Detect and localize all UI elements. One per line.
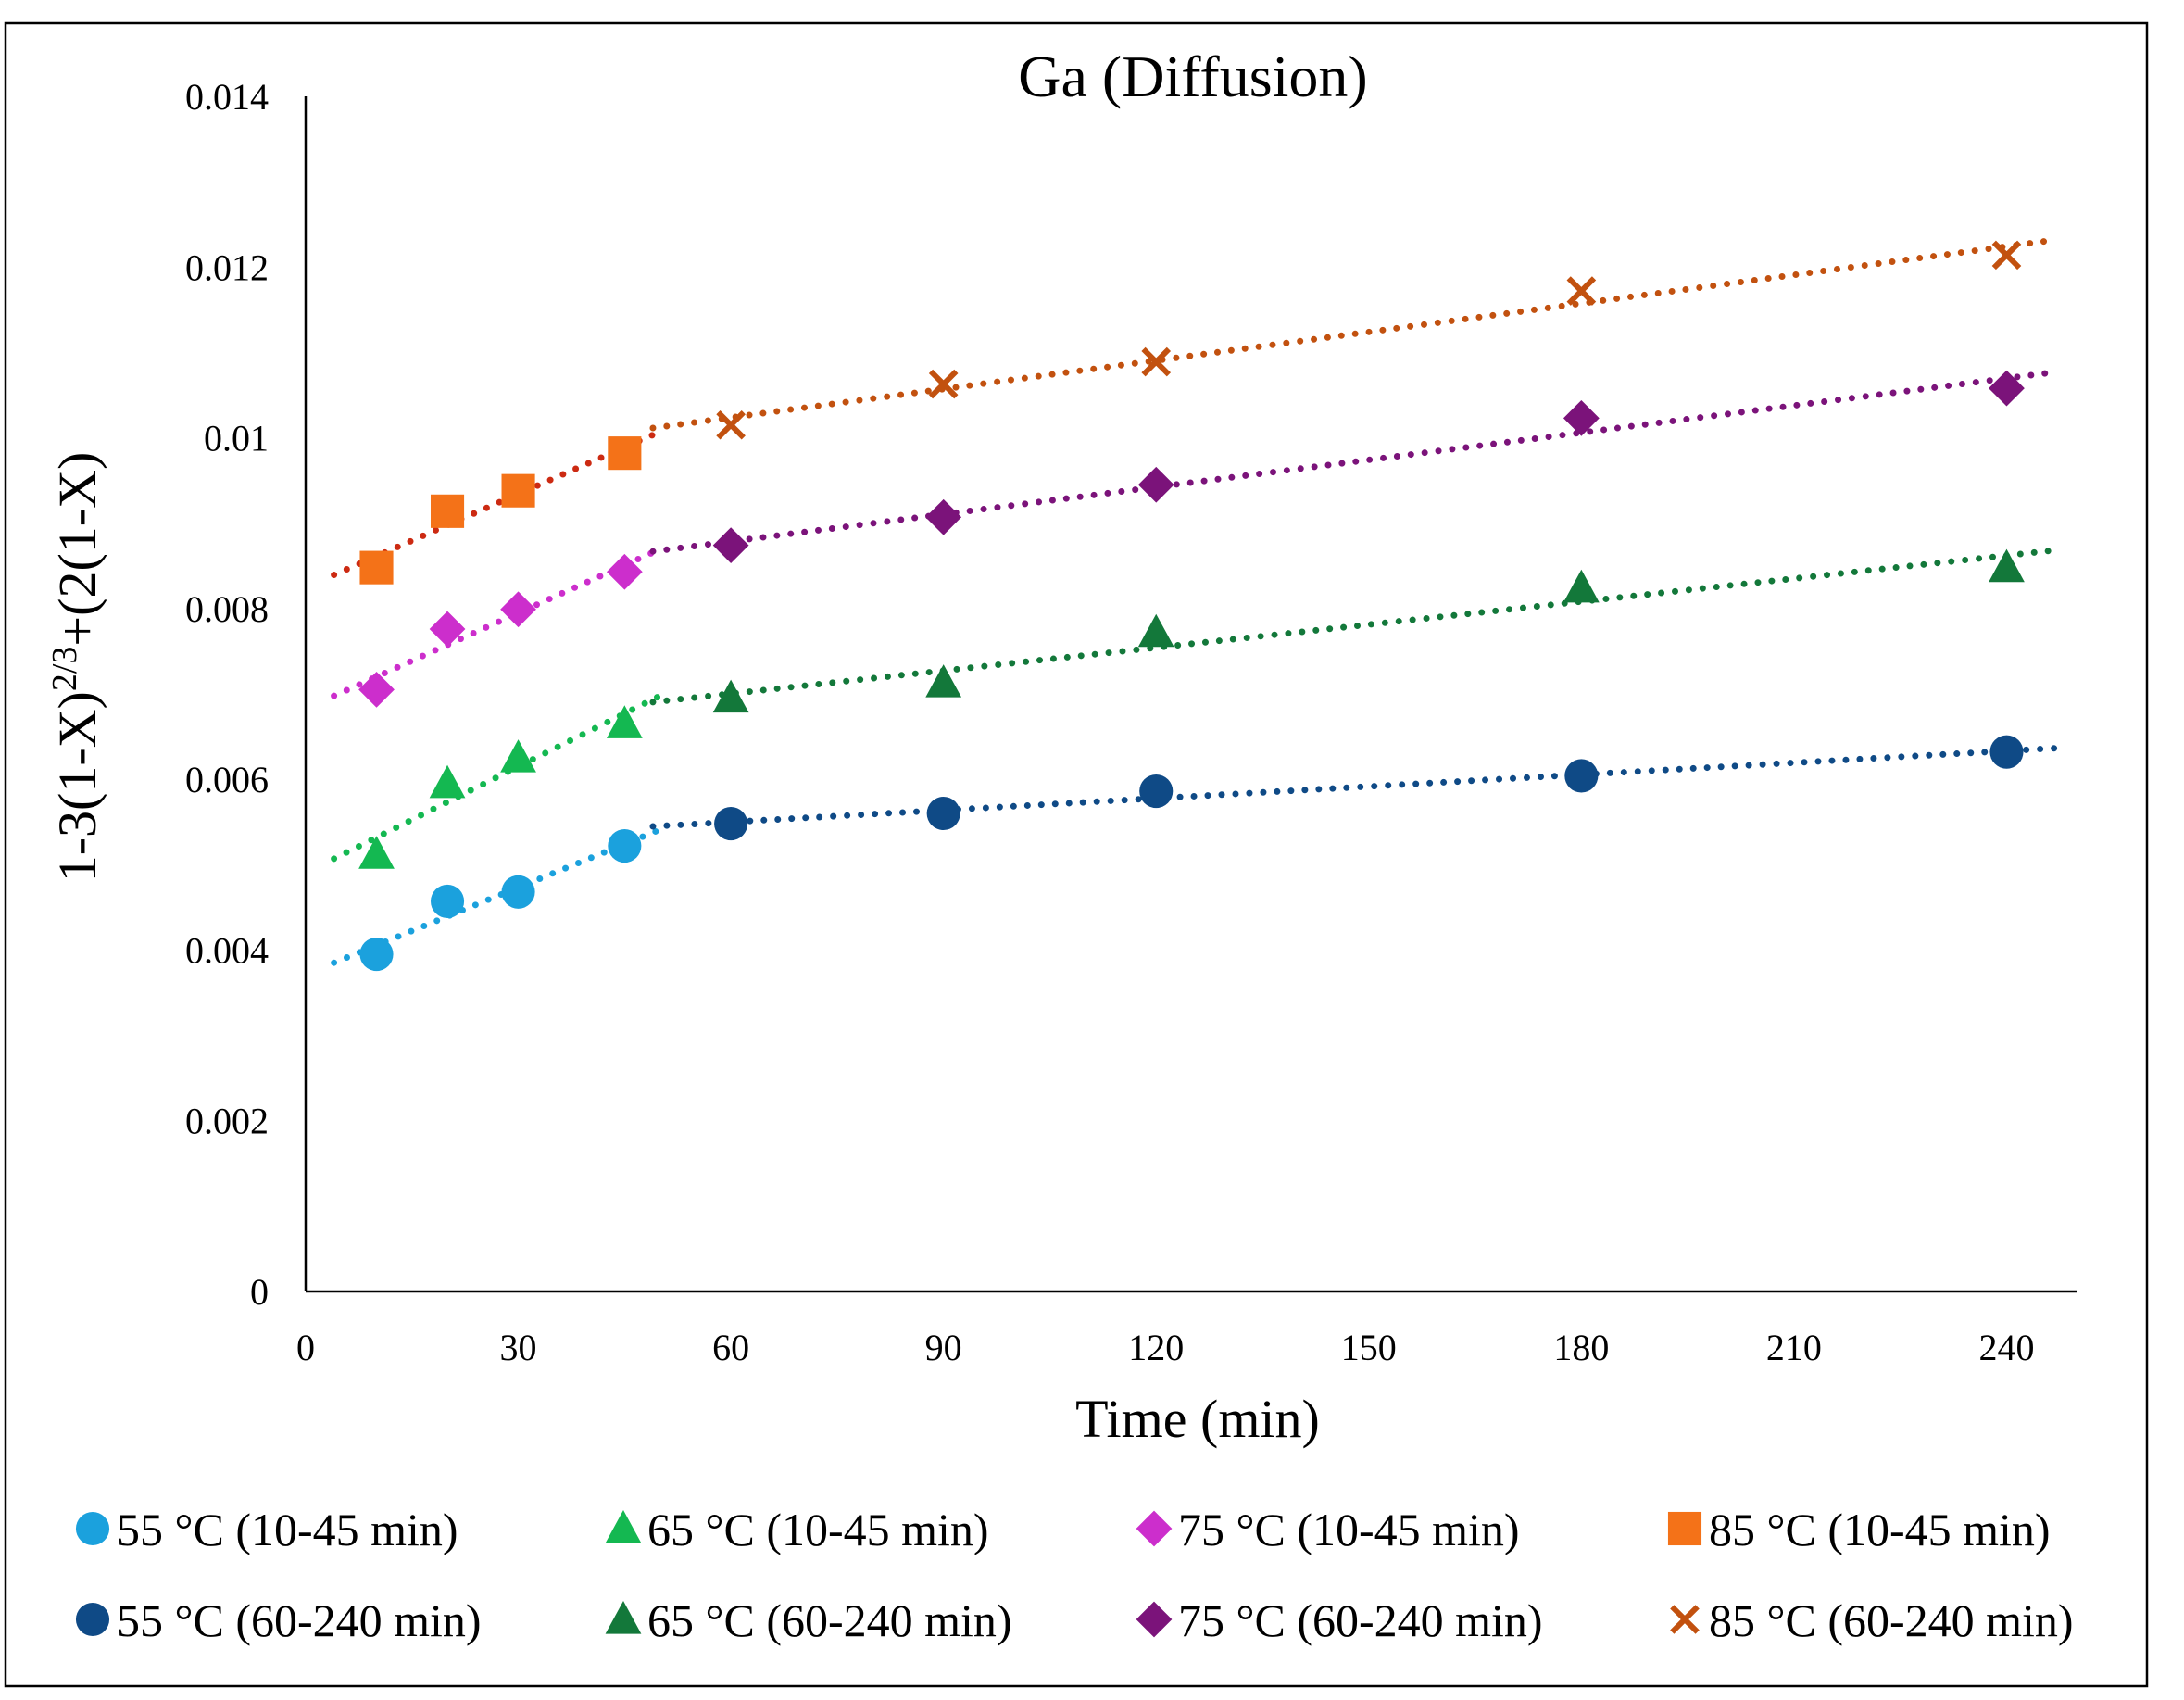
data-point-triangle — [925, 664, 962, 698]
legend-label: 55 °C (60-240 min) — [117, 1594, 482, 1646]
trendline — [331, 692, 664, 863]
trendline-group — [331, 236, 2060, 966]
data-point-triangle — [1137, 613, 1174, 648]
data-point-circle — [430, 884, 465, 918]
data-point-diamond — [429, 611, 466, 648]
x-tick-label: 30 — [500, 1327, 537, 1368]
data-point-cross — [1141, 346, 1172, 377]
trendline — [331, 825, 664, 966]
data-point-circle — [1139, 774, 1174, 809]
data-point-square — [359, 550, 394, 585]
data-point-square — [430, 494, 465, 528]
trendline — [331, 546, 664, 699]
legend-item: 65 °C (60-240 min) — [605, 1594, 1012, 1646]
x-tick-label: 180 — [1553, 1327, 1609, 1368]
data-point-triangle — [500, 739, 536, 773]
data-point-circle — [501, 875, 535, 909]
data-point-circle — [608, 828, 642, 863]
data-point-triangle — [712, 679, 749, 713]
data-point-diamond — [1989, 370, 2025, 407]
legend-marker-diamond — [1136, 1510, 1173, 1547]
data-point-circle — [926, 796, 960, 831]
trendline — [649, 236, 2060, 432]
y-tick-label: 0.008 — [185, 588, 269, 630]
data-point-circle — [359, 937, 394, 972]
trendline — [649, 547, 2060, 706]
y-axis-title-base: 1-3(1-X) — [47, 691, 107, 882]
data-point-cross — [1566, 276, 1597, 306]
y-tick-label: 0.012 — [185, 246, 269, 288]
y-axis-title: 1-3(1-X)2/3+(2(1-X) — [45, 452, 107, 883]
y-tick-label: 0.01 — [204, 418, 269, 460]
marker-group — [358, 240, 2025, 972]
legend-marker-triangle — [605, 1510, 642, 1543]
legend-marker-circle — [75, 1511, 110, 1546]
data-point-diamond — [1137, 466, 1174, 503]
legend-label: 65 °C (10-45 min) — [647, 1504, 989, 1555]
legend-label: 65 °C (60-240 min) — [647, 1594, 1012, 1646]
data-point-square — [501, 473, 535, 508]
data-point-diamond — [500, 591, 536, 628]
data-point-diamond — [925, 498, 962, 535]
data-point-square — [608, 436, 642, 471]
data-point-diamond — [1563, 399, 1600, 436]
legend-item: 85 °C (60-240 min) — [1670, 1594, 2074, 1646]
x-tick-label: 0 — [296, 1327, 315, 1368]
data-point-circle — [1989, 735, 2024, 769]
y-tick-group: 0 0.002 0.004 0.006 0.008 0.01 0.012 0.014 — [185, 76, 269, 1313]
data-point-cross — [1991, 240, 2022, 271]
y-axis-title-superscript: 2/3 — [45, 647, 84, 692]
data-point-circle — [1564, 759, 1599, 793]
figure-frame — [4, 21, 2149, 1688]
data-point-circle — [714, 807, 748, 841]
data-point-triangle — [429, 764, 466, 799]
y-tick-label: 0.006 — [185, 759, 269, 800]
legend-marker-circle — [75, 1602, 110, 1637]
legend-item: 85 °C (10-45 min) — [1667, 1504, 2051, 1555]
legend-item: 55 °C (60-240 min) — [75, 1594, 482, 1646]
legend-marker-cross — [1670, 1605, 1700, 1634]
data-point-diamond — [712, 527, 749, 564]
legend-marker-triangle — [605, 1601, 642, 1634]
x-tick-label: 90 — [925, 1327, 962, 1368]
legend-item: 55 °C (10-45 min) — [75, 1504, 458, 1555]
data-point-triangle — [606, 705, 643, 738]
trendline — [331, 428, 664, 579]
legend-label: 85 °C (60-240 min) — [1709, 1594, 2074, 1646]
trendline — [649, 745, 2060, 830]
legend-label: 85 °C (10-45 min) — [1709, 1504, 2051, 1555]
trendline — [649, 369, 2060, 555]
x-tick-label: 120 — [1128, 1327, 1184, 1368]
legend-item: 75 °C (60-240 min) — [1136, 1594, 1543, 1646]
y-tick-label: 0.014 — [185, 76, 269, 118]
legend-label: 75 °C (60-240 min) — [1178, 1594, 1543, 1646]
legend: 55 °C (10-45 min) 65 °C (10-45 min) 75 °C … — [75, 1504, 2074, 1646]
legend-label: 55 °C (10-45 min) — [117, 1504, 458, 1555]
x-tick-label: 150 — [1341, 1327, 1397, 1368]
y-tick-label: 0.002 — [185, 1101, 269, 1142]
y-tick-label: 0.004 — [185, 929, 269, 971]
data-point-triangle — [1989, 548, 2025, 583]
x-tick-label: 240 — [1978, 1327, 2034, 1368]
x-tick-label: 210 — [1766, 1327, 1822, 1368]
x-tick-group: 0 30 60 90 120 150 180 210 240 — [296, 1327, 2034, 1368]
data-point-cross — [928, 369, 959, 399]
legend-item: 65 °C (10-45 min) — [605, 1504, 989, 1555]
data-point-diamond — [358, 672, 395, 708]
legend-marker-diamond — [1136, 1601, 1173, 1638]
x-tick-label: 60 — [712, 1327, 749, 1368]
legend-marker-square — [1667, 1511, 1702, 1546]
legend-item: 75 °C (10-45 min) — [1136, 1504, 1520, 1555]
data-point-triangle — [358, 836, 395, 869]
y-tick-label: 0 — [250, 1271, 269, 1313]
x-axis-title: Time (min) — [1075, 1389, 1320, 1449]
y-axis-title-tail: +(2(1-X) — [47, 452, 107, 647]
chart-title: Ga (Diffusion) — [1018, 44, 1367, 109]
legend-label: 75 °C (10-45 min) — [1178, 1504, 1520, 1555]
data-point-cross — [716, 409, 746, 440]
data-point-triangle — [1563, 569, 1600, 603]
data-point-diamond — [606, 553, 643, 590]
